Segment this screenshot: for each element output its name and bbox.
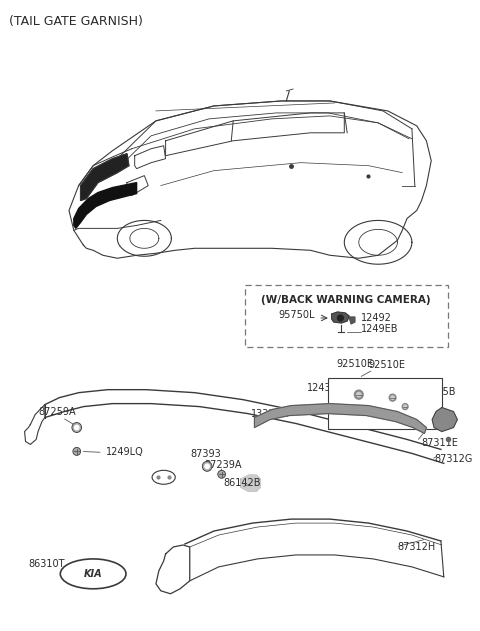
Circle shape bbox=[205, 464, 209, 469]
Text: 18645B: 18645B bbox=[419, 387, 456, 397]
Ellipse shape bbox=[152, 470, 175, 484]
Polygon shape bbox=[254, 404, 426, 433]
Text: 92510E: 92510E bbox=[369, 360, 406, 370]
Text: KIA: KIA bbox=[84, 569, 102, 579]
Text: 87312G: 87312G bbox=[434, 454, 472, 464]
Bar bbox=[245, 285, 448, 347]
Circle shape bbox=[402, 404, 408, 410]
Text: 1243BH: 1243BH bbox=[307, 382, 346, 392]
Text: 87393: 87393 bbox=[191, 449, 221, 459]
Circle shape bbox=[337, 315, 343, 321]
Text: (TAIL GATE GARNISH): (TAIL GATE GARNISH) bbox=[9, 15, 143, 28]
Text: 1249EB: 1249EB bbox=[360, 324, 398, 334]
Text: 12492: 12492 bbox=[360, 313, 392, 323]
Text: 87259A: 87259A bbox=[38, 406, 76, 416]
Circle shape bbox=[74, 425, 79, 430]
Circle shape bbox=[354, 390, 363, 399]
Polygon shape bbox=[241, 475, 260, 491]
Circle shape bbox=[202, 461, 212, 471]
Circle shape bbox=[72, 423, 82, 432]
Text: 86310T: 86310T bbox=[28, 559, 65, 569]
Circle shape bbox=[218, 470, 226, 478]
Circle shape bbox=[357, 392, 361, 397]
Polygon shape bbox=[349, 317, 355, 324]
Polygon shape bbox=[81, 154, 129, 201]
Text: 86142B: 86142B bbox=[224, 478, 261, 488]
Text: 92510E: 92510E bbox=[336, 359, 373, 369]
Polygon shape bbox=[332, 312, 349, 323]
Polygon shape bbox=[74, 182, 137, 228]
Ellipse shape bbox=[60, 559, 126, 589]
Text: 95750L: 95750L bbox=[278, 310, 315, 320]
Text: (W/BACK WARNING CAMERA): (W/BACK WARNING CAMERA) bbox=[262, 295, 431, 305]
Circle shape bbox=[391, 396, 394, 399]
Text: 87311E: 87311E bbox=[421, 439, 458, 449]
Bar bbox=[328, 378, 442, 430]
Circle shape bbox=[404, 405, 407, 408]
Polygon shape bbox=[432, 408, 457, 432]
Text: 1249LQ: 1249LQ bbox=[106, 447, 144, 457]
Circle shape bbox=[389, 394, 396, 401]
Circle shape bbox=[73, 447, 81, 456]
Text: 87312H: 87312H bbox=[397, 542, 436, 552]
Text: 1335AA: 1335AA bbox=[251, 408, 289, 418]
Text: 87239A: 87239A bbox=[204, 461, 242, 470]
